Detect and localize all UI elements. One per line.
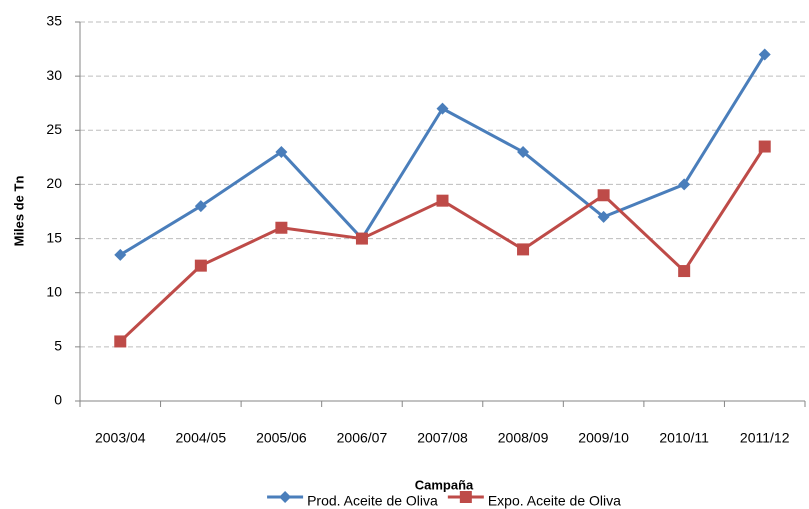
data-point [678,265,691,278]
data-point [114,248,127,261]
y-tick-label: 20 [46,175,62,191]
data-point [275,145,288,158]
data-point [355,232,368,245]
series-line [119,145,766,343]
data-point [517,243,530,256]
data-point [114,335,127,348]
data-point [597,210,610,223]
legend-marker [459,491,472,503]
y-tick-label: 0 [54,392,62,408]
data-point [194,200,207,213]
y-axis-label: Miles de Tn [11,176,26,247]
x-tick-label: 2007/08 [417,430,468,446]
legend-label: Prod. Aceite de Oliva [307,493,438,509]
data-point [597,189,610,202]
data-point [275,221,288,234]
data-point [436,102,449,115]
data-point [436,194,449,207]
legend-label: Expo. Aceite de Oliva [488,493,621,509]
x-axis-label: Campaña [415,477,474,492]
x-tick-label: 2008/09 [498,430,549,446]
x-tick-label: 2009/10 [578,430,629,446]
y-tick-label: 30 [46,67,62,83]
series-line [119,53,766,257]
x-tick-label: 2005/06 [256,430,307,446]
legend-marker [279,491,292,503]
data-point [758,140,771,153]
data-point [517,145,530,158]
x-tick-label: 2004/05 [176,430,227,446]
x-tick-label: 2010/11 [659,430,709,446]
y-tick-label: 5 [54,338,62,354]
x-tick-label: 2003/04 [95,430,146,446]
y-tick-label: 15 [46,229,62,245]
y-tick-label: 35 [46,13,62,29]
y-tick-label: 10 [46,283,62,299]
y-tick-label: 25 [46,121,62,137]
data-point [194,259,207,272]
x-tick-label: 2011/12 [740,430,790,446]
x-tick-label: 2006/07 [337,430,388,446]
data-point [758,48,771,61]
data-point [678,178,691,191]
